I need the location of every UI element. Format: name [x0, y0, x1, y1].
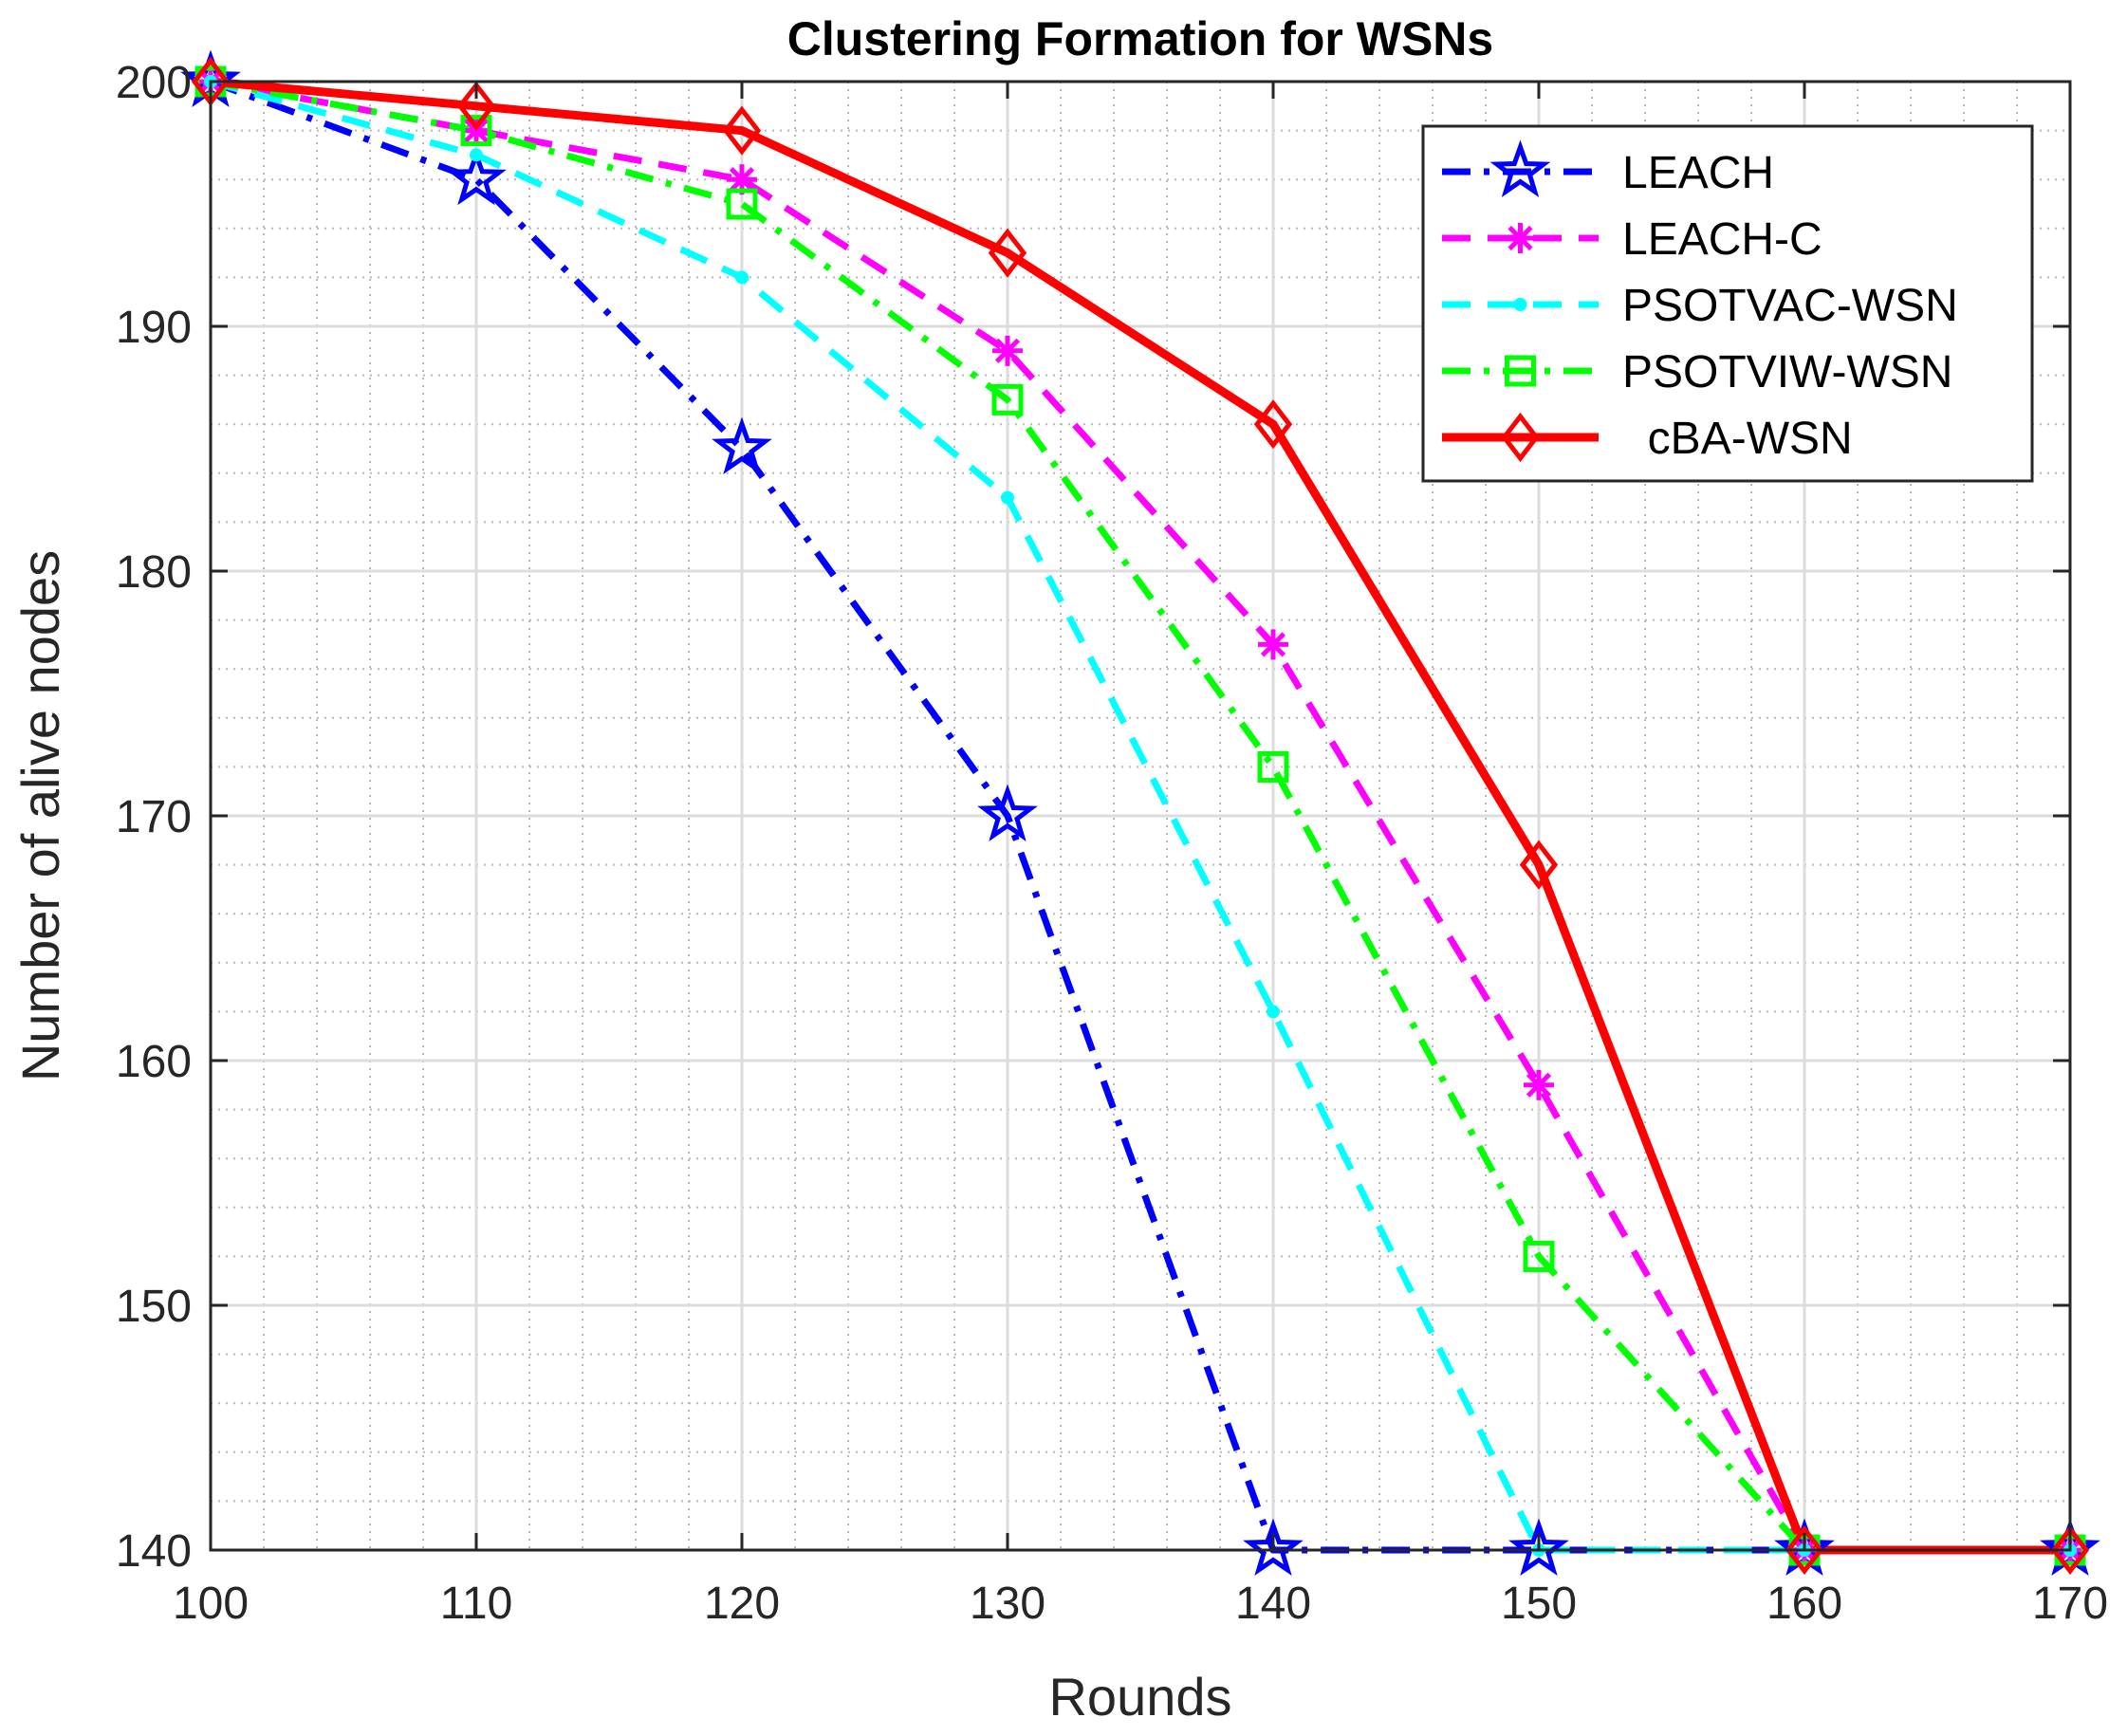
- legend: LEACH LEACH-C PSOTVAC-WSN PSOTVIW-WSN cBA-W…: [1421, 124, 2034, 483]
- legend-marker-1: [1505, 223, 1536, 253]
- data-point-s0-4: [1243, 1518, 1304, 1577]
- data-point-s1-4: [1258, 629, 1288, 660]
- x-tick-label: 110: [440, 1579, 513, 1629]
- asterisk-stroke: [1260, 632, 1286, 657]
- data-point-s4-3: [988, 228, 1027, 278]
- legend-label-1: LEACH-C: [1622, 214, 1822, 265]
- legend-marker-0: [1489, 139, 1551, 198]
- data-point-s2-3: [1001, 490, 1014, 505]
- y-tick-labels: 140 150 160 170 180 190 200: [116, 58, 192, 1577]
- x-tick-label: 130: [970, 1579, 1045, 1629]
- data-point-s4-4: [1253, 399, 1293, 450]
- asterisk-stroke: [1507, 225, 1533, 251]
- legend-label-0: LEACH: [1622, 148, 1774, 198]
- data-point-s3-3: [991, 383, 1024, 416]
- data-point-s2-2: [735, 270, 749, 285]
- data-point-s4-1: [456, 81, 496, 131]
- data-point-s3-1: [460, 115, 492, 147]
- data-point-s3-4: [1257, 750, 1289, 783]
- x-tick-label: 100: [173, 1579, 249, 1629]
- data-point-s0-3: [977, 784, 1038, 842]
- legend-label-3: PSOTVIW-WSN: [1622, 347, 1952, 397]
- data-point-s0-2: [712, 416, 772, 475]
- x-tick-label: 160: [1766, 1579, 1842, 1629]
- data-point-s0-1: [446, 147, 507, 206]
- x-tick-label: 120: [704, 1579, 780, 1629]
- legend-marker-3: [1505, 355, 1536, 387]
- data-point-s4-7: [2050, 1524, 2090, 1576]
- series-line-3: [210, 78, 2070, 1554]
- legend-label-2: PSOTVAC-WSN: [1622, 281, 1958, 331]
- data-point-s4-5: [1519, 840, 1559, 890]
- data-point-s4-6: [1785, 1524, 1824, 1576]
- legend-marker-2: [1513, 298, 1527, 311]
- data-point-s2-1: [470, 148, 483, 162]
- x-tick-label: 140: [1235, 1579, 1311, 1629]
- chart-title: Clustering Formation for WSNs: [787, 12, 1493, 65]
- data-point-s4-2: [722, 105, 762, 156]
- series-line-2: [210, 78, 2070, 1554]
- asterisk-stroke: [729, 167, 755, 193]
- asterisk-stroke: [1526, 1072, 1552, 1098]
- axes: [209, 80, 2072, 1552]
- data-point-s3-5: [1523, 1240, 1555, 1272]
- x-axis-title: Rounds: [1048, 1667, 1231, 1727]
- x-tick-labels: 100 110 120 130 140 150 160 170: [173, 1579, 2108, 1629]
- data-point-s3-2: [726, 188, 758, 220]
- x-tick-label: 150: [1501, 1579, 1577, 1629]
- data-point-s2-4: [1267, 1005, 1280, 1019]
- asterisk-stroke: [994, 338, 1021, 363]
- x-tick-label: 170: [2032, 1579, 2108, 1629]
- y-tick-label: 160: [116, 1037, 192, 1087]
- y-tick-label: 200: [116, 58, 192, 108]
- y-axis-title: Number of alive nodes: [10, 550, 70, 1081]
- data-point-s1-5: [1524, 1069, 1554, 1100]
- y-tick-label: 140: [116, 1526, 192, 1577]
- series-line-4: [210, 77, 2070, 1555]
- legend-marker-4: [1501, 412, 1540, 463]
- data-point-s0-5: [1508, 1518, 1569, 1577]
- y-tick-label: 150: [116, 1282, 192, 1332]
- y-tick-label: 170: [116, 792, 192, 842]
- series-line-1: [210, 78, 2070, 1554]
- y-tick-label: 190: [116, 303, 192, 353]
- data-point-s1-3: [992, 335, 1023, 366]
- legend-label-4: cBA-WSN: [1622, 414, 1853, 464]
- y-tick-label: 180: [116, 547, 192, 598]
